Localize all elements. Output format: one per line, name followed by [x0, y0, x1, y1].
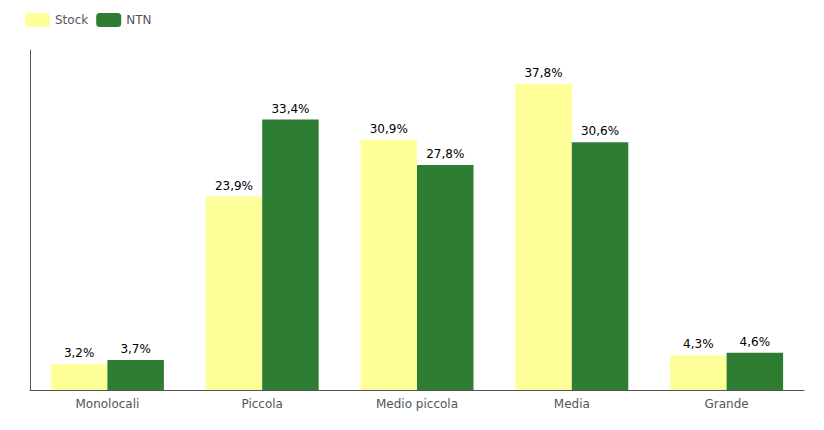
- svg-text:4,3%: 4,3%: [683, 337, 714, 351]
- svg-text:27,8%: 27,8%: [426, 147, 464, 161]
- svg-text:Medio piccola: Medio piccola: [376, 397, 458, 411]
- svg-text:NTN: NTN: [126, 13, 151, 27]
- svg-text:3,7%: 3,7%: [120, 342, 151, 356]
- svg-text:33,4%: 33,4%: [271, 102, 309, 116]
- svg-text:30,9%: 30,9%: [370, 122, 408, 136]
- svg-text:Stock: Stock: [55, 13, 88, 27]
- svg-text:30,6%: 30,6%: [581, 124, 619, 138]
- svg-text:37,8%: 37,8%: [524, 66, 562, 80]
- svg-text:4,6%: 4,6%: [740, 335, 771, 349]
- svg-text:23,9%: 23,9%: [215, 179, 253, 193]
- svg-text:Grande: Grande: [704, 397, 748, 411]
- svg-text:3,2%: 3,2%: [64, 346, 95, 360]
- svg-text:Media: Media: [554, 397, 590, 411]
- svg-text:Monolocali: Monolocali: [75, 397, 139, 411]
- svg-text:Piccola: Piccola: [241, 397, 283, 411]
